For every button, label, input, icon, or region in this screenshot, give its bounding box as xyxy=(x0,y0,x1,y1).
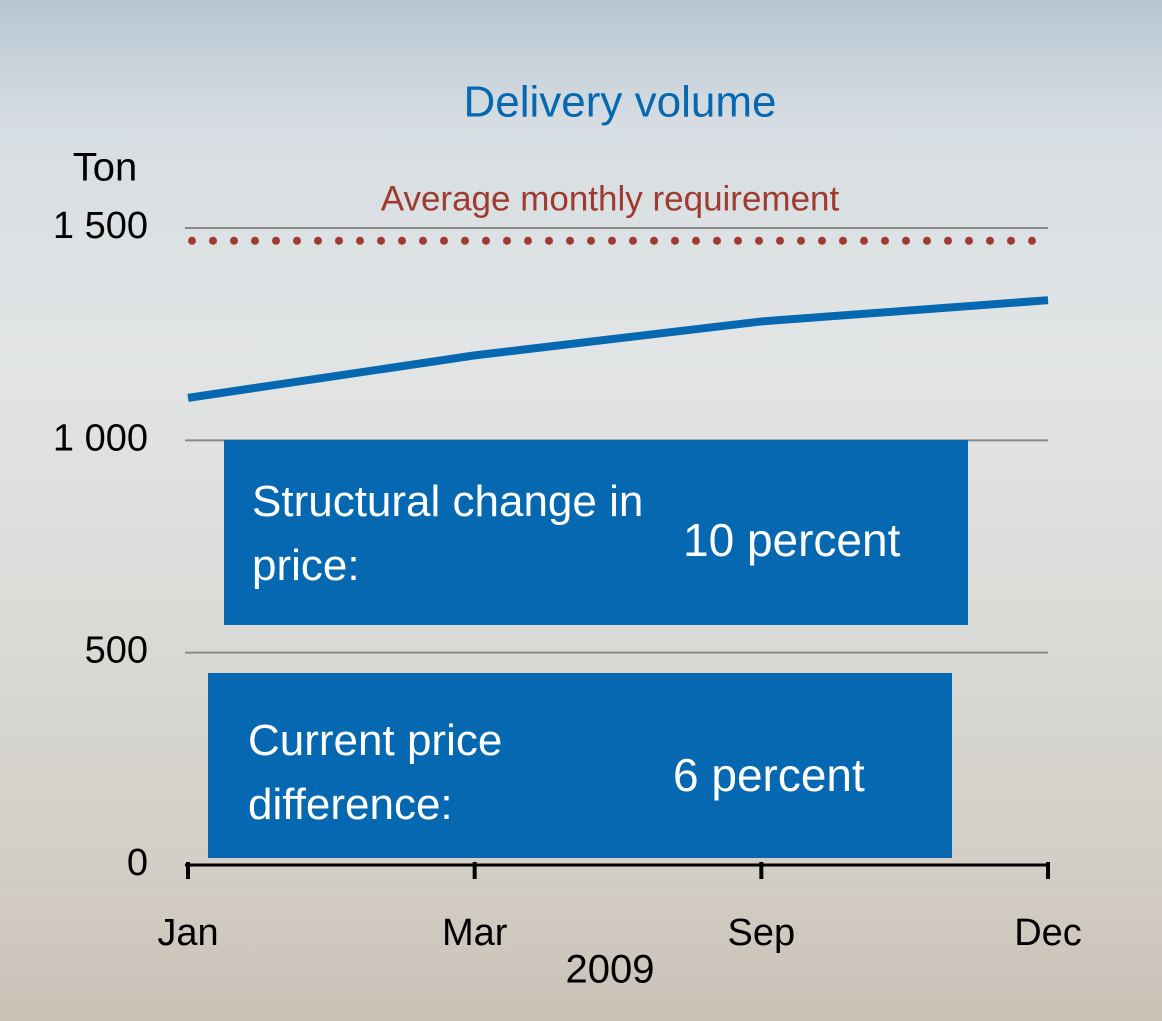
y-tick-label: 1 500 xyxy=(53,205,148,247)
annotation-label: Current price difference: xyxy=(248,709,688,837)
y-tick-label: 500 xyxy=(85,630,148,672)
chart-title: Delivery volume xyxy=(464,78,777,127)
x-tick-label: Dec xyxy=(1014,912,1082,954)
annotation-value: 6 percent xyxy=(673,750,865,800)
annotation-box: Structural change in price: 10 percent xyxy=(224,440,968,625)
x-axis-label: 2009 xyxy=(566,948,655,992)
x-tick-label: Jan xyxy=(157,912,218,954)
annotation-label: Structural change in price: xyxy=(252,470,692,598)
x-tick-label: Mar xyxy=(442,912,508,954)
y-axis-label: Ton xyxy=(73,146,138,190)
annotation-value: 10 percent xyxy=(683,515,900,565)
annotation-box: Current price difference: 6 percent xyxy=(208,673,952,858)
reference-line-label: Average monthly requirement xyxy=(381,179,840,218)
x-tick-label: Sep xyxy=(728,912,796,954)
y-tick-label: 1 000 xyxy=(53,417,148,459)
page: 0 500 1 000 1 500 Jan Mar Sep Dec Average monthl… xyxy=(0,0,1162,1021)
y-tick-label: 0 xyxy=(127,842,148,884)
